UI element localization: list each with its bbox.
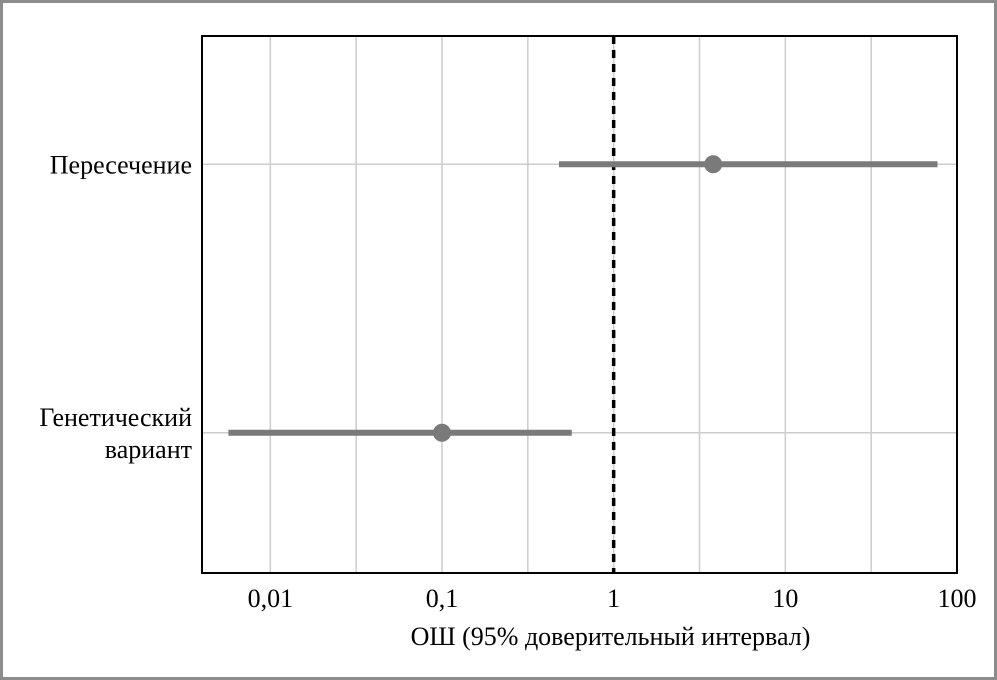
x-tick-label: 0,1 [426, 584, 459, 613]
estimate-point [704, 155, 723, 174]
data-layer [228, 155, 938, 442]
category-label: Пересечение [50, 150, 192, 179]
category-labels: Пересечение Генетический вариант [39, 150, 192, 464]
x-tick-label: 100 [938, 584, 977, 613]
x-tick-label: 0,01 [248, 584, 294, 613]
category-label: Генетический [39, 403, 192, 432]
x-axis-title: ОШ (95% доверительный интервал) [411, 622, 811, 651]
category-label: вариант [105, 435, 192, 464]
grid-layer [202, 36, 958, 573]
plot-area-border [201, 35, 958, 574]
x-tick-label: 1 [607, 584, 620, 613]
x-tick-label: 10 [772, 584, 798, 613]
estimate-point [432, 423, 451, 442]
x-tick-labels: 0,01 0,1 1 10 100 [248, 584, 977, 613]
